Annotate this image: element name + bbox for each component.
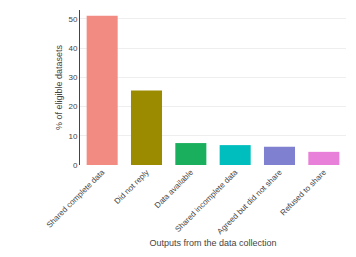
svg-text:Shared incomplete data: Shared incomplete data <box>173 167 240 234</box>
svg-text:Did not reply: Did not reply <box>113 168 151 206</box>
svg-text:10: 10 <box>68 132 77 141</box>
svg-text:Data available: Data available <box>153 167 196 210</box>
svg-text:Refused to share: Refused to share <box>279 167 329 217</box>
svg-text:Outputs from the data collecti: Outputs from the data collection <box>149 238 276 248</box>
svg-text:0: 0 <box>73 161 78 170</box>
svg-text:50: 50 <box>68 15 77 24</box>
svg-text:40: 40 <box>68 44 77 53</box>
svg-text:Agreed but did not share: Agreed but did not share <box>215 167 284 236</box>
svg-text:Shared complete data: Shared complete data <box>45 167 107 229</box>
svg-text:30: 30 <box>68 73 77 82</box>
svg-text:20: 20 <box>68 102 77 111</box>
svg-text:% of eligible datasets: % of eligible datasets <box>54 44 64 130</box>
